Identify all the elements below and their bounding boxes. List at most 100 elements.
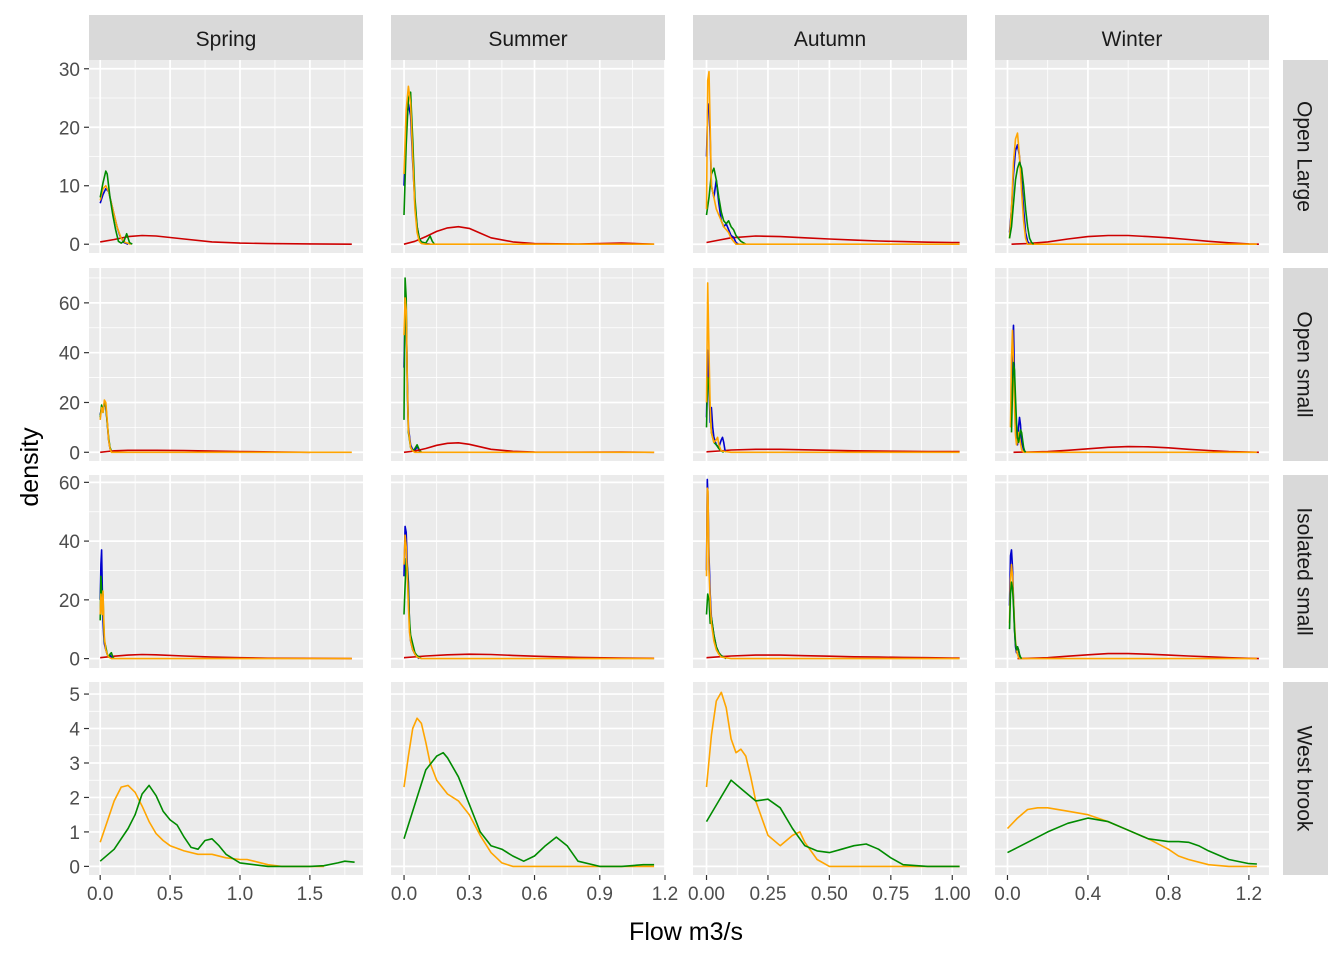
x-tick-label: 0.5	[157, 884, 183, 905]
panel-series-r1-c1	[403, 277, 655, 454]
panel-r2-c1	[391, 475, 666, 668]
panel-series-r1-c2	[705, 282, 960, 454]
density-line-orange	[99, 590, 352, 660]
y-tick-label: 20	[59, 393, 80, 414]
x-tick-label: 1.2	[652, 884, 678, 905]
x-tick-label: 0.00	[688, 884, 725, 905]
y-tick-label: 60	[59, 473, 80, 494]
x-axis-title: Flow m3/s	[629, 918, 743, 946]
y-tick-label: 0	[69, 857, 80, 878]
density-line-orange	[403, 717, 655, 868]
row-strip-bg	[1283, 475, 1328, 668]
panel-r0-c1	[391, 60, 666, 253]
x-tick-label: 0.4	[1075, 884, 1102, 905]
panel-series-r2-c2	[705, 478, 960, 660]
x-tick-label: 0.25	[749, 884, 786, 905]
y-tick-label: 5	[69, 685, 80, 706]
y-tick-label: 40	[59, 344, 80, 365]
panel-background	[89, 475, 363, 668]
panel-r3-c1	[391, 682, 666, 875]
row-strip-label: Open small	[1293, 311, 1316, 417]
panel-r2-c3	[995, 475, 1269, 668]
panels-layer	[89, 60, 1269, 875]
panel-series-r0-c1	[403, 85, 655, 245]
panel-r2-c0	[89, 475, 363, 668]
panel-series-r3-c2	[705, 691, 960, 868]
axes-layer: 0 10 20 30 0 20 40 60 0 20 40 60 0 1 2 3 4 5 0.0 0.5 1.0 1.5 0…	[59, 60, 1262, 905]
panel-series-r0-c3	[1008, 132, 1259, 245]
panel-background	[391, 475, 665, 668]
density-line-green	[705, 593, 727, 660]
density-line-blue	[1010, 324, 1027, 453]
density-line-green	[403, 751, 655, 868]
density-line-orange	[705, 282, 960, 454]
density-line-green	[1008, 581, 1023, 660]
col-strip-bg	[89, 15, 363, 60]
panel-r3-c3	[995, 682, 1269, 875]
density-line-red	[100, 234, 352, 245]
density-line-red	[1011, 234, 1259, 245]
panel-r3-c0	[89, 682, 363, 875]
panel-r2-c2	[693, 475, 967, 668]
density-line-red	[1017, 652, 1259, 660]
row-strip-label: West brook	[1293, 726, 1316, 832]
density-line-green	[705, 779, 960, 868]
x-tick-label: 0.0	[391, 884, 417, 905]
density-line-orange	[99, 784, 324, 868]
panel-series-r0-c2	[705, 70, 960, 245]
col-strip-label: Autumn	[794, 28, 866, 51]
density-line-orange	[403, 85, 655, 245]
density-line-orange	[403, 534, 655, 660]
panel-r0-c2	[693, 60, 967, 253]
panel-series-r2-c1	[403, 525, 655, 660]
x-tick-label: 0.50	[811, 884, 848, 905]
x-tick-label: 0.3	[456, 884, 482, 905]
density-line-orange	[1008, 132, 1257, 245]
row-strip-bg	[1283, 60, 1328, 253]
density-line-orange	[99, 399, 352, 454]
density-line-orange	[99, 184, 132, 245]
y-tick-label: 0	[69, 650, 80, 671]
y-tick-label: 4	[69, 720, 80, 741]
y-tick-label: 60	[59, 294, 80, 315]
col-strip-label: Winter	[1102, 28, 1163, 51]
y-tick-label: 30	[59, 60, 80, 81]
density-line-green	[1010, 361, 1027, 453]
panel-series-r3-c0	[99, 784, 355, 868]
facet-strips: Spring Summer Autumn Winter Open Large Open s…	[89, 15, 1328, 875]
y-axis-title: density	[16, 427, 44, 507]
y-tick-label: 40	[59, 532, 80, 553]
row-strip-bg	[1283, 268, 1328, 461]
panel-series-r1-c3	[1009, 324, 1259, 454]
x-tick-label: 1.00	[934, 884, 971, 905]
y-tick-label: 20	[59, 118, 80, 139]
panel-r1-c3	[995, 268, 1269, 461]
density-line-orange	[705, 70, 960, 245]
col-strip-label: Summer	[488, 28, 567, 51]
density-line-red	[706, 654, 960, 659]
col-strip-bg	[693, 15, 967, 60]
x-tick-label: 1.2	[1236, 884, 1262, 905]
x-tick-label: 0.0	[87, 884, 113, 905]
panel-r1-c1	[391, 268, 666, 461]
panel-series-r3-c1	[403, 717, 655, 868]
panel-r0-c0	[89, 60, 363, 253]
density-line-green	[99, 784, 355, 868]
x-tick-label: 0.9	[587, 884, 613, 905]
x-tick-label: 0.75	[872, 884, 909, 905]
density-line-red	[403, 653, 655, 660]
y-tick-label: 3	[69, 754, 80, 775]
x-tick-label: 1.5	[297, 884, 323, 905]
panel-r1-c0	[89, 268, 363, 461]
row-strip-label: Isolated small	[1293, 507, 1316, 635]
col-strip-label: Spring	[196, 28, 257, 51]
x-tick-label: 0.0	[994, 884, 1020, 905]
panel-series-r2-c0	[99, 549, 352, 660]
density-line-orange	[705, 487, 960, 660]
panel-r3-c2	[693, 682, 967, 875]
x-tick-label: 1.0	[227, 884, 253, 905]
panel-series-r3-c3	[1006, 806, 1257, 868]
y-tick-label: 2	[69, 788, 80, 809]
x-tick-label: 0.6	[521, 884, 547, 905]
